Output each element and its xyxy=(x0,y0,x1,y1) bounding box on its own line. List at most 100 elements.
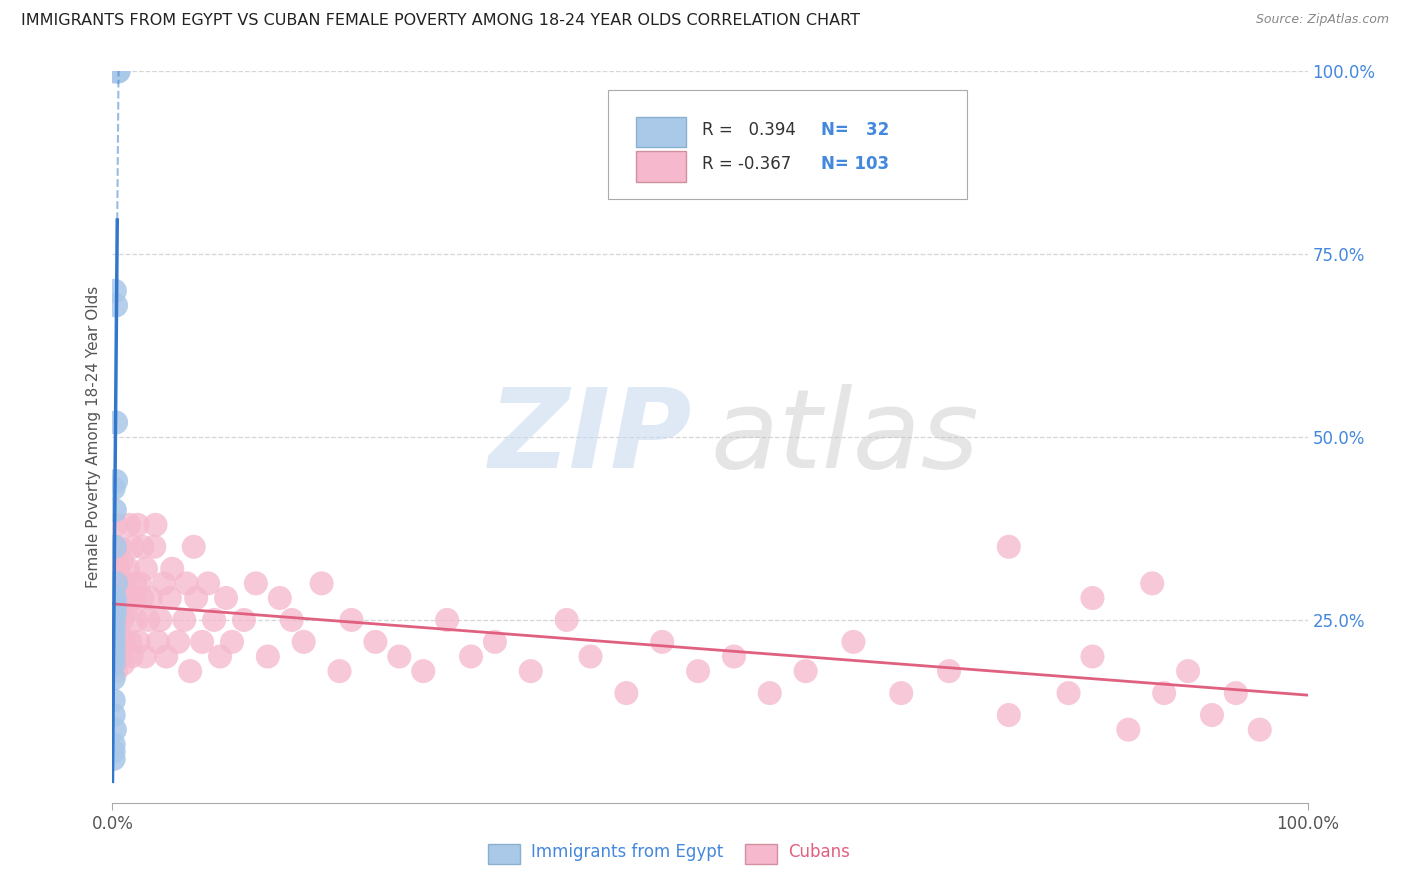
Point xyxy=(124,576,146,591)
Point xyxy=(105,298,128,312)
Point xyxy=(104,649,127,664)
Point xyxy=(103,591,125,605)
Point xyxy=(1081,649,1104,664)
Point xyxy=(103,708,125,723)
Point xyxy=(215,591,238,605)
Text: atlas: atlas xyxy=(710,384,979,491)
FancyBboxPatch shape xyxy=(745,844,778,863)
Point xyxy=(105,64,128,78)
Point xyxy=(107,562,129,576)
FancyBboxPatch shape xyxy=(488,844,520,863)
Point xyxy=(1057,686,1080,700)
Point xyxy=(105,416,128,430)
Point xyxy=(131,591,153,605)
Point xyxy=(651,635,673,649)
Point xyxy=(105,64,128,78)
Point xyxy=(1153,686,1175,700)
Point xyxy=(159,591,181,605)
Point xyxy=(1118,723,1140,737)
Point xyxy=(117,562,139,576)
Point xyxy=(616,686,638,700)
Point xyxy=(105,620,128,634)
Point xyxy=(340,613,363,627)
Point xyxy=(118,517,141,532)
Point xyxy=(176,576,198,591)
Point xyxy=(938,664,960,678)
Point xyxy=(146,635,169,649)
Point xyxy=(103,620,125,634)
Point xyxy=(127,517,149,532)
Point xyxy=(1142,576,1164,591)
Point xyxy=(1177,664,1199,678)
Point xyxy=(103,752,125,766)
Point xyxy=(1201,708,1223,723)
Point xyxy=(794,664,817,678)
Point xyxy=(103,693,125,707)
Point xyxy=(162,562,183,576)
Text: R =   0.394: R = 0.394 xyxy=(702,121,796,139)
Point xyxy=(105,576,128,591)
Text: IMMIGRANTS FROM EGYPT VS CUBAN FEMALE POVERTY AMONG 18-24 YEAR OLDS CORRELATION : IMMIGRANTS FROM EGYPT VS CUBAN FEMALE PO… xyxy=(21,13,860,29)
Point xyxy=(364,635,387,649)
Point xyxy=(209,649,232,664)
Point xyxy=(105,517,128,532)
Point xyxy=(103,64,125,78)
Text: Source: ZipAtlas.com: Source: ZipAtlas.com xyxy=(1256,13,1389,27)
Point xyxy=(129,576,152,591)
Point xyxy=(104,540,127,554)
Point xyxy=(110,649,132,664)
Point xyxy=(108,540,131,554)
Point xyxy=(484,635,506,649)
Point xyxy=(103,481,125,495)
Point xyxy=(186,591,208,605)
Point xyxy=(103,745,125,759)
Point xyxy=(149,613,172,627)
Point xyxy=(388,649,411,664)
Point xyxy=(107,649,129,664)
Point xyxy=(890,686,912,700)
Point xyxy=(153,576,176,591)
Point xyxy=(197,576,219,591)
Point xyxy=(125,613,148,627)
Text: N=   32: N= 32 xyxy=(821,121,890,139)
Text: Immigrants from Egypt: Immigrants from Egypt xyxy=(531,843,723,861)
Point xyxy=(281,613,304,627)
Point xyxy=(191,635,214,649)
Point xyxy=(120,635,142,649)
Point xyxy=(139,591,162,605)
Point xyxy=(167,635,190,649)
Point xyxy=(329,664,352,678)
Point xyxy=(138,613,160,627)
Point xyxy=(412,664,434,678)
Point xyxy=(233,613,256,627)
Point xyxy=(460,649,482,664)
Text: N= 103: N= 103 xyxy=(821,155,890,173)
Point xyxy=(131,540,153,554)
Point xyxy=(128,635,150,649)
Point xyxy=(104,503,127,517)
Point xyxy=(998,708,1021,723)
Point xyxy=(998,540,1021,554)
Point xyxy=(104,613,127,627)
Point xyxy=(103,627,125,641)
Point xyxy=(1081,591,1104,605)
Point xyxy=(103,635,125,649)
Point xyxy=(104,576,127,591)
Point xyxy=(179,664,201,678)
Text: ZIP: ZIP xyxy=(489,384,692,491)
Point xyxy=(115,591,138,605)
Point xyxy=(114,576,135,591)
Point xyxy=(105,576,128,591)
Point xyxy=(436,613,458,627)
Point xyxy=(173,613,195,627)
Point xyxy=(1225,686,1247,700)
Point xyxy=(114,606,136,620)
Point xyxy=(103,672,125,686)
Point xyxy=(579,649,602,664)
Point xyxy=(842,635,865,649)
Point xyxy=(110,591,132,605)
Point xyxy=(155,649,177,664)
Point xyxy=(103,737,125,751)
Point xyxy=(723,649,745,664)
Point xyxy=(311,576,333,591)
